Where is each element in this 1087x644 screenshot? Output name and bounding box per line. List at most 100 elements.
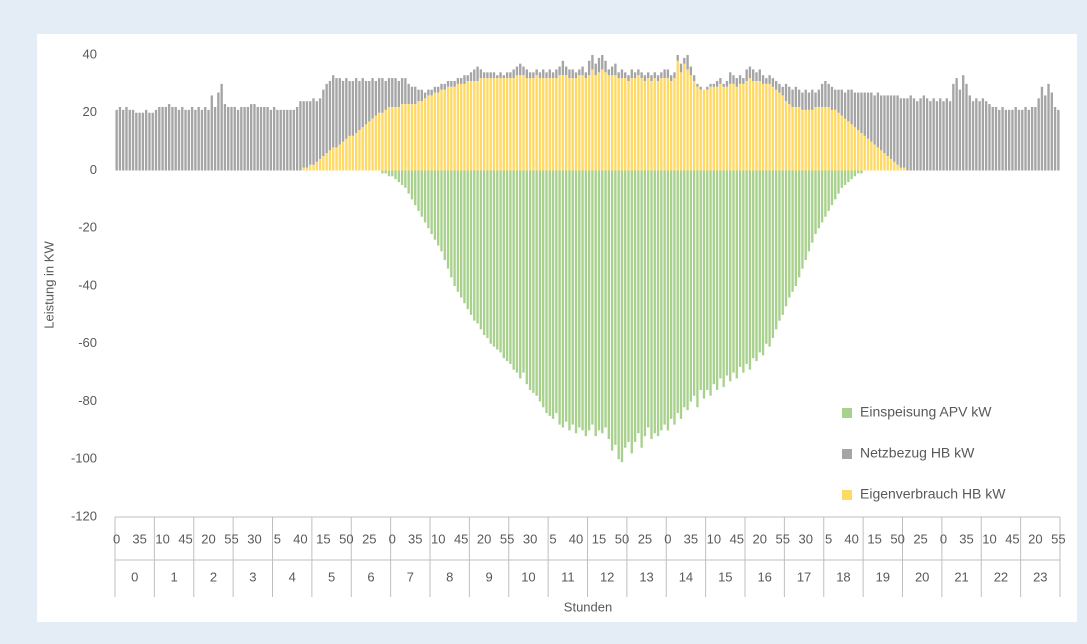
bar xyxy=(689,75,693,171)
bar xyxy=(489,170,492,344)
bar xyxy=(591,170,594,425)
bar xyxy=(459,83,463,171)
bar xyxy=(309,101,312,165)
bar xyxy=(184,109,187,171)
bar xyxy=(788,86,791,105)
bar xyxy=(738,75,742,84)
bar xyxy=(548,69,551,79)
bar xyxy=(469,72,473,81)
bar xyxy=(141,112,145,171)
bar xyxy=(630,170,633,454)
bar xyxy=(594,63,597,76)
bar xyxy=(440,170,443,252)
bar xyxy=(876,147,880,171)
bar xyxy=(853,92,857,128)
bar xyxy=(315,101,318,162)
bar xyxy=(210,95,213,171)
bar xyxy=(650,170,653,440)
bar xyxy=(702,170,706,399)
bar xyxy=(811,109,814,171)
bar xyxy=(1001,106,1004,171)
bar xyxy=(482,72,486,79)
bar xyxy=(837,112,840,171)
bar xyxy=(522,66,525,76)
bar xyxy=(840,170,843,188)
bar xyxy=(259,106,263,171)
group-label: 14 xyxy=(679,569,693,584)
bar xyxy=(404,104,407,171)
bar xyxy=(479,170,483,330)
bar xyxy=(1053,106,1057,171)
bar xyxy=(637,170,640,434)
bar xyxy=(535,170,538,396)
bar xyxy=(505,72,509,79)
bar xyxy=(528,72,532,79)
bar xyxy=(788,170,791,298)
bar xyxy=(1017,109,1021,171)
bar xyxy=(620,78,624,171)
bar xyxy=(351,135,355,171)
bar xyxy=(279,109,282,171)
bar xyxy=(581,170,584,431)
bar xyxy=(866,92,870,139)
bar xyxy=(519,63,522,76)
bar xyxy=(607,170,611,440)
bar xyxy=(820,83,824,107)
x-tick-label: 50 xyxy=(890,531,904,546)
legend-label: Eigenverbrauch HB kW xyxy=(860,486,1006,502)
bar xyxy=(850,124,853,171)
bar xyxy=(899,98,903,168)
bar xyxy=(804,109,807,171)
bar xyxy=(194,109,197,171)
bar xyxy=(568,170,571,431)
bar xyxy=(863,92,866,136)
x-tick-label: 45 xyxy=(1005,531,1019,546)
bar xyxy=(725,86,729,171)
bar xyxy=(236,109,240,171)
bar xyxy=(732,83,735,171)
bar xyxy=(988,104,991,171)
bar xyxy=(732,170,735,373)
bar xyxy=(627,75,630,81)
bar xyxy=(453,80,456,87)
x-tick-label: 30 xyxy=(523,531,537,546)
bar xyxy=(118,106,122,171)
x-tick-label: 45 xyxy=(730,531,744,546)
bar xyxy=(604,170,607,428)
bar xyxy=(597,170,601,431)
bar xyxy=(420,170,423,217)
bar xyxy=(696,86,699,171)
bar xyxy=(669,80,673,171)
bar xyxy=(555,78,558,171)
bar xyxy=(725,170,729,376)
bar xyxy=(699,170,702,390)
bar xyxy=(673,78,676,171)
bar xyxy=(624,72,627,79)
bar xyxy=(476,66,479,81)
bar xyxy=(663,69,666,79)
bar xyxy=(492,170,496,347)
bar xyxy=(525,170,528,385)
bar xyxy=(601,69,604,171)
bar xyxy=(397,170,401,183)
bar xyxy=(489,78,492,171)
bar xyxy=(158,106,161,171)
legend-swatch xyxy=(842,449,852,459)
bar xyxy=(564,66,568,76)
bar xyxy=(827,83,830,107)
bar xyxy=(824,170,827,217)
bar xyxy=(1024,106,1027,171)
bar xyxy=(571,170,574,425)
x-tick-label: 40 xyxy=(293,531,307,546)
bar xyxy=(341,80,345,142)
bar xyxy=(568,78,571,171)
group-label: 11 xyxy=(561,569,575,584)
bar xyxy=(807,109,811,171)
bar xyxy=(617,72,620,79)
bar xyxy=(968,95,971,171)
bar xyxy=(489,72,492,79)
bar xyxy=(617,170,620,460)
bar xyxy=(499,72,502,79)
x-tick-label: 0 xyxy=(940,531,947,546)
